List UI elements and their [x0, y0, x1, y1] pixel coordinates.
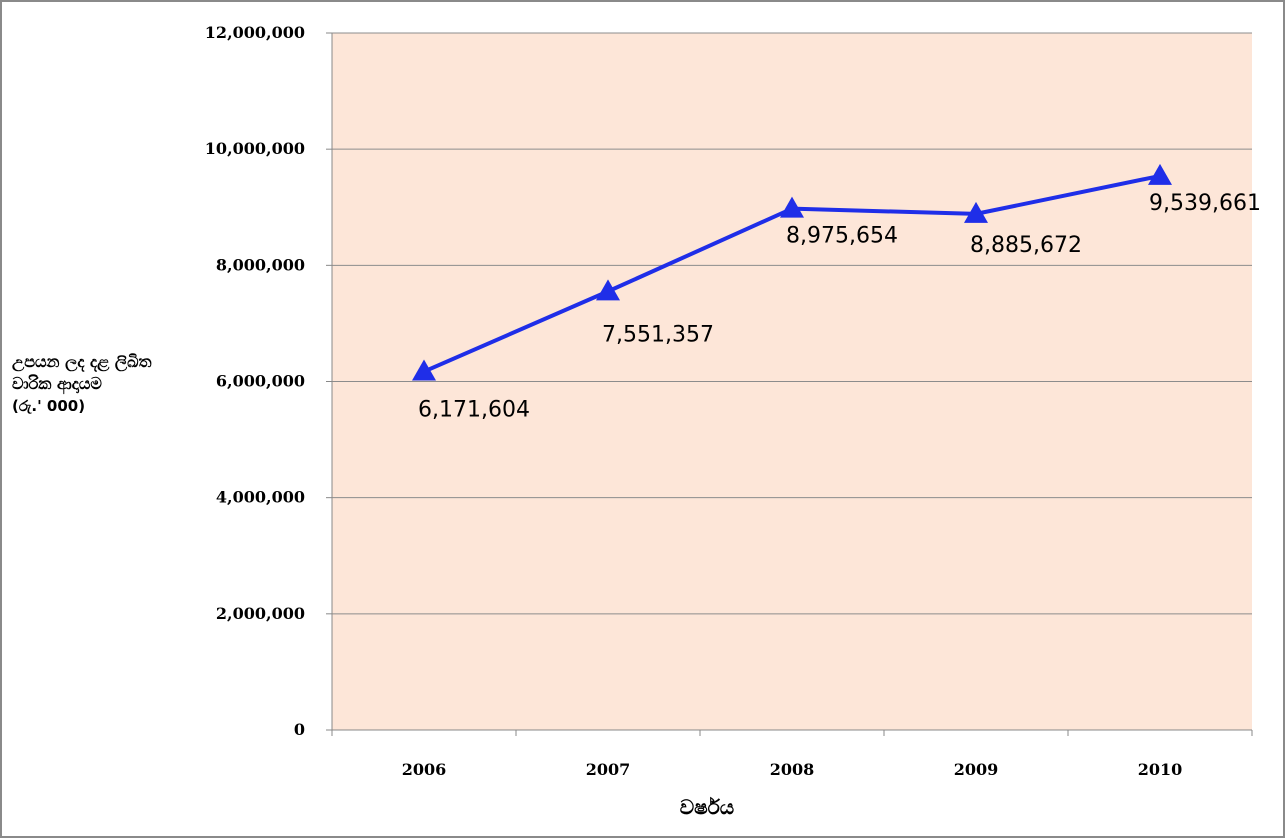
data-point-marker [1148, 163, 1172, 185]
y-tick-label: 8,000,000 [216, 255, 305, 274]
y-tick-label: 6,000,000 [216, 372, 305, 391]
x-tick-label: 2008 [770, 760, 815, 779]
data-series [412, 163, 1172, 381]
y-tick-label: 12,000,000 [205, 23, 305, 42]
data-labels: 6,171,604 7,551,357 8,975,654 8,885,672 9,53… [418, 191, 1261, 423]
x-tick-label: 2010 [1138, 760, 1183, 779]
y-axis-ticks: 0 2,000,000 4,000,000 6,000,000 8,000,000 10,… [205, 23, 332, 739]
y-axis-label-line-3: (රු.' 000) [12, 397, 85, 415]
y-tick-label: 2,000,000 [216, 604, 305, 623]
data-label: 8,885,672 [970, 233, 1082, 258]
x-tick-label: 2007 [586, 760, 631, 779]
data-point-marker [780, 196, 804, 218]
x-tick-label: 2009 [954, 760, 999, 779]
data-point-marker [964, 201, 988, 223]
x-axis-ticks: 2006 2007 2008 2009 2010 [331, 730, 1253, 779]
data-label: 7,551,357 [602, 322, 714, 347]
y-tick-label: 0 [294, 720, 305, 739]
data-label: 6,171,604 [418, 398, 530, 423]
x-tick-label: 2006 [402, 760, 447, 779]
data-point-marker [596, 279, 620, 301]
y-axis-label-line-1: උපයන ලද දළ ලිඛිත [12, 352, 152, 373]
gridlines [332, 32, 1252, 615]
data-label: 8,975,654 [786, 224, 898, 249]
data-point-marker [412, 359, 436, 381]
y-axis-label-line-2: වාරික ආදායම [12, 374, 102, 395]
data-label: 9,539,661 [1149, 191, 1261, 216]
y-tick-label: 4,000,000 [216, 488, 305, 507]
y-tick-label: 10,000,000 [205, 139, 305, 158]
x-axis-label: වර්ෂය [680, 795, 734, 819]
